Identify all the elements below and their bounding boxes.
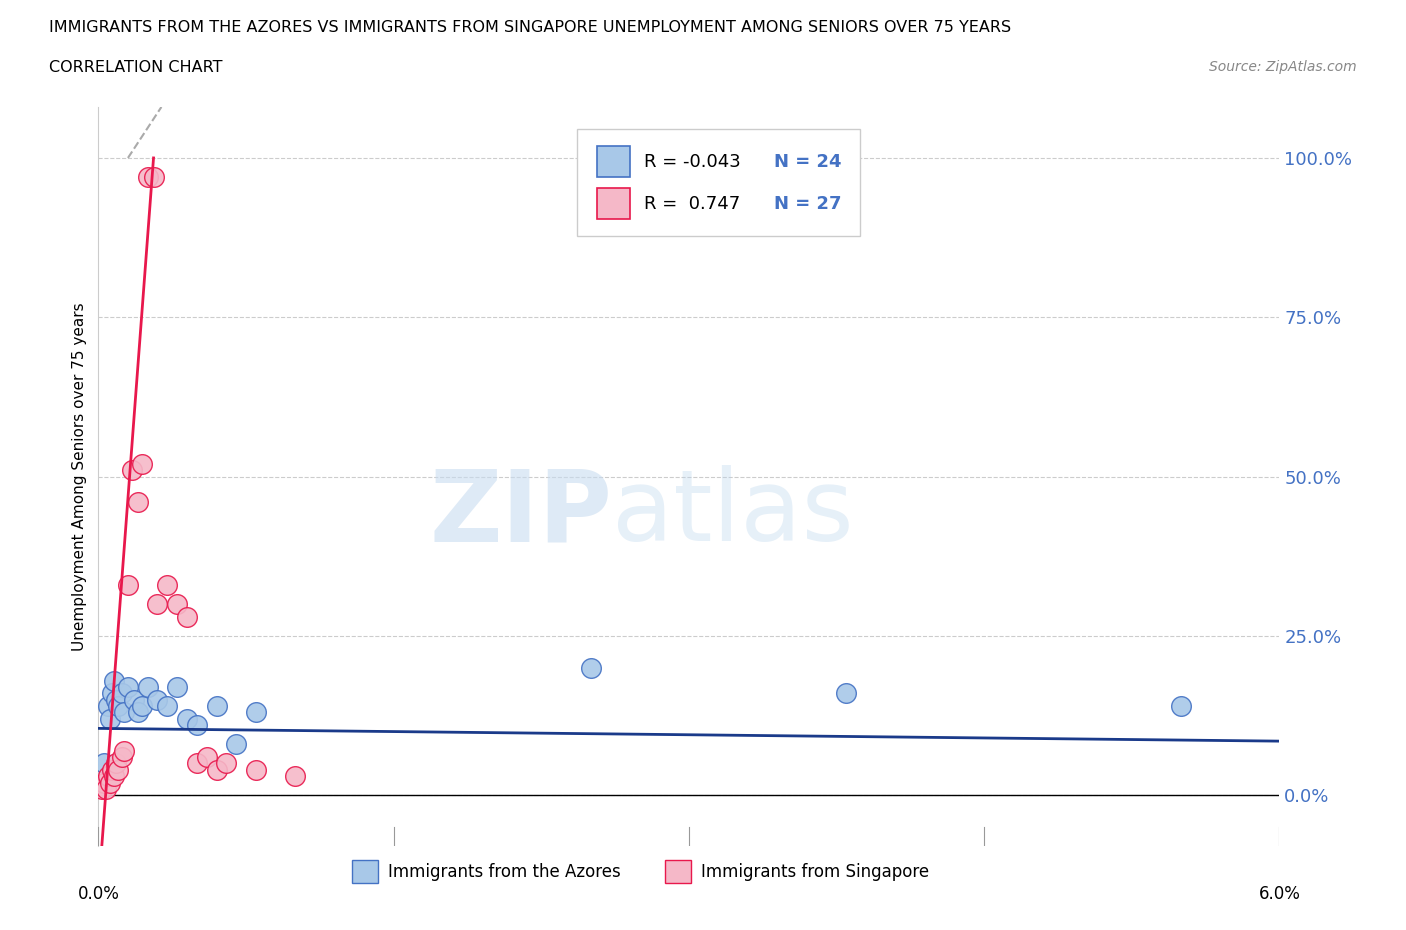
Point — [166, 597, 188, 612]
Point — [97, 769, 120, 784]
Point — [101, 686, 124, 701]
Point — [166, 680, 188, 695]
Point — [103, 769, 125, 784]
Point — [91, 781, 114, 796]
Point — [127, 495, 149, 510]
Text: ZIP: ZIP — [429, 465, 612, 562]
Point — [127, 705, 149, 720]
Point — [186, 756, 208, 771]
Point — [112, 743, 135, 758]
Point — [176, 609, 198, 624]
Point — [103, 673, 125, 688]
Text: 6.0%: 6.0% — [1258, 884, 1301, 902]
Point — [131, 698, 153, 713]
Point — [579, 660, 602, 675]
Point — [98, 711, 121, 726]
Point — [112, 705, 135, 720]
Point — [146, 597, 169, 612]
Point — [136, 680, 159, 695]
Text: R = -0.043: R = -0.043 — [644, 153, 741, 171]
Text: R =  0.747: R = 0.747 — [644, 194, 741, 213]
Point — [215, 756, 238, 771]
Text: Source: ZipAtlas.com: Source: ZipAtlas.com — [1209, 60, 1357, 74]
Point — [117, 578, 139, 592]
Point — [111, 750, 134, 764]
Point — [105, 692, 128, 707]
Point — [205, 698, 228, 713]
Text: atlas: atlas — [612, 465, 853, 562]
Point — [97, 698, 120, 713]
Bar — [665, 859, 692, 884]
Bar — [596, 146, 630, 178]
Text: N = 24: N = 24 — [773, 153, 841, 171]
Bar — [596, 188, 630, 219]
Point — [156, 578, 179, 592]
Point — [93, 756, 115, 771]
Point — [93, 775, 115, 790]
Bar — [353, 859, 378, 884]
Point — [195, 750, 218, 764]
Point — [101, 763, 124, 777]
Text: IMMIGRANTS FROM THE AZORES VS IMMIGRANTS FROM SINGAPORE UNEMPLOYMENT AMONG SENIO: IMMIGRANTS FROM THE AZORES VS IMMIGRANTS… — [49, 20, 1011, 35]
Point — [225, 737, 247, 751]
Text: Immigrants from the Azores: Immigrants from the Azores — [388, 863, 620, 882]
Text: N = 27: N = 27 — [773, 194, 841, 213]
Point — [107, 698, 129, 713]
Point — [142, 169, 165, 184]
Point — [176, 711, 198, 726]
Y-axis label: Unemployment Among Seniors over 75 years: Unemployment Among Seniors over 75 years — [72, 302, 87, 651]
Point — [117, 680, 139, 695]
Point — [245, 705, 267, 720]
Text: Immigrants from Singapore: Immigrants from Singapore — [700, 863, 929, 882]
Point — [146, 692, 169, 707]
Point — [835, 686, 858, 701]
Text: 0.0%: 0.0% — [77, 884, 120, 902]
Point — [205, 763, 228, 777]
Point — [122, 692, 145, 707]
Point — [131, 457, 153, 472]
Point — [245, 763, 267, 777]
Point — [111, 686, 134, 701]
Text: CORRELATION CHART: CORRELATION CHART — [49, 60, 222, 75]
Point — [156, 698, 179, 713]
Point — [121, 463, 143, 478]
Point — [105, 756, 128, 771]
Point — [284, 769, 307, 784]
FancyBboxPatch shape — [576, 129, 860, 236]
Point — [96, 781, 118, 796]
Point — [136, 169, 159, 184]
Point — [186, 718, 208, 733]
Point — [1170, 698, 1192, 713]
Point — [107, 763, 129, 777]
Point — [98, 775, 121, 790]
